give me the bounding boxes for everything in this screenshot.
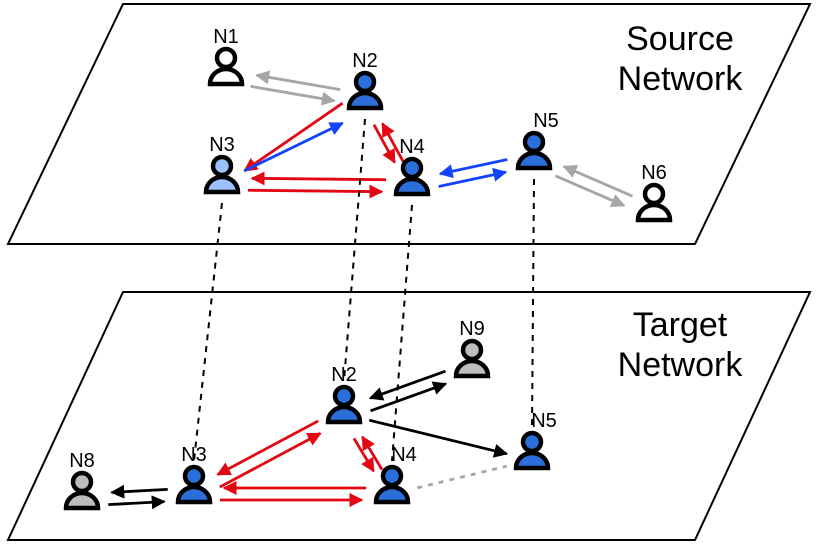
edge [370,371,445,398]
edge [248,190,382,191]
edge [370,384,445,411]
node-label: N2 [331,364,357,386]
node-source-N4: N4 [396,136,428,194]
node-label: N3 [209,134,235,156]
node-source-N2: N2 [349,50,381,108]
edge [252,178,386,179]
edge [218,421,319,475]
anchor-link [532,179,534,427]
target-title-line: Target [633,306,728,344]
anchor-link [194,203,222,461]
anchor-link [344,119,365,381]
node-target-N9: N9 [456,318,488,376]
node-target-N4: N4 [376,444,417,502]
node-label: N5 [533,110,559,132]
edge [112,489,168,492]
edge [362,437,382,470]
node-source-N6: N6 [638,162,670,220]
source-title-line: Network [618,60,744,98]
node-target-N2: N2 [328,364,360,422]
node-label: N8 [69,450,95,472]
node-source-N5: N5 [518,110,559,168]
edge [555,176,624,206]
node-label: N2 [352,50,378,72]
node-label: N4 [399,136,425,158]
edge [417,466,506,488]
node-source-N1: N1 [210,26,242,84]
edge [220,433,321,487]
node-label: N9 [459,318,485,340]
edge [369,420,506,454]
node-label: N5 [531,410,557,432]
edge [354,438,374,471]
node-label: N1 [213,26,239,48]
edge [108,502,164,505]
edge [564,166,633,196]
diagram-canvas: SourceNetworkTargetNetworkN1N2N3N4N5N6N2… [0,0,820,549]
node-target-N8: N8 [66,450,98,508]
edge [374,125,395,163]
node-target-N3: N3 [178,444,210,502]
node-target-N5: N5 [516,410,557,468]
node-label: N3 [181,444,207,466]
edge [244,103,342,171]
target-title-line: Network [618,346,744,384]
node-label: N4 [391,444,417,466]
edge [439,172,506,186]
edge [251,86,335,100]
node-label: N6 [641,162,667,184]
edge [257,75,341,89]
edge [244,123,342,171]
node-source-N3: N3 [206,134,238,192]
source-title-line: Source [626,20,734,58]
edge [440,160,507,174]
